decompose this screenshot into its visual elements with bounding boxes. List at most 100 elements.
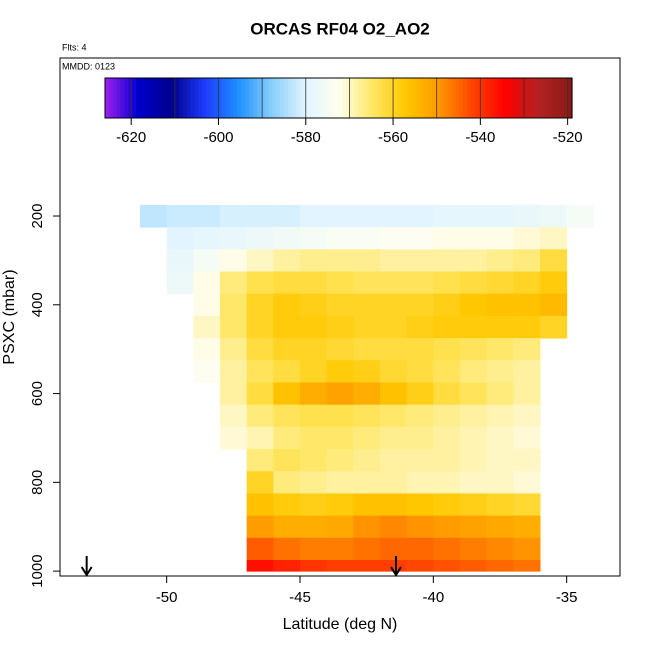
heat-cell	[513, 493, 541, 517]
colorbar-swatch	[548, 78, 554, 118]
colorbar-swatch	[498, 78, 503, 118]
heat-cell	[433, 537, 461, 561]
colorbar-swatch	[252, 78, 258, 118]
heat-cell	[220, 382, 248, 406]
colorbar-swatch	[319, 78, 324, 118]
heat-cell	[433, 249, 461, 273]
heat-cell	[513, 249, 541, 273]
colorbar-swatch	[431, 78, 437, 118]
heat-cell	[513, 271, 541, 295]
colorbar-swatch	[494, 78, 499, 118]
heat-cell	[300, 449, 328, 472]
heat-cell	[246, 360, 274, 383]
heat-cell	[460, 515, 488, 539]
heat-cell	[326, 471, 354, 494]
colorbar-swatch	[237, 78, 242, 118]
heat-cell	[460, 560, 488, 572]
colorbar-swatch	[217, 78, 223, 118]
heat-cell	[326, 404, 354, 428]
heat-cell	[460, 537, 488, 561]
colorbar-swatch	[486, 78, 491, 118]
heat-cell	[300, 560, 328, 572]
heat-cell	[193, 227, 221, 250]
colorbar-swatch	[361, 78, 367, 118]
heat-cell	[513, 338, 541, 361]
heat-cell	[460, 293, 488, 317]
heat-cell	[353, 338, 381, 361]
heat-cell	[326, 449, 354, 472]
heat-cell	[486, 315, 514, 339]
heat-cell	[460, 227, 488, 250]
colorbar-swatch	[533, 78, 538, 118]
heat-cell	[220, 204, 248, 228]
colorbar-swatch	[311, 78, 316, 118]
colorbar-swatch	[357, 78, 363, 118]
heat-cell	[273, 493, 301, 517]
heat-cell	[406, 449, 434, 472]
heat-cell	[380, 560, 408, 572]
colorbar-swatch	[377, 78, 382, 118]
colorbar-frame	[104, 77, 573, 119]
heat-cell	[326, 271, 354, 295]
colorbar-swatch	[529, 78, 534, 118]
heat-cell	[433, 360, 461, 383]
colorbar-swatch	[272, 78, 277, 118]
heat-cell	[460, 271, 488, 295]
heat-cell	[486, 293, 514, 317]
heat-cell	[220, 249, 248, 273]
heat-cell	[273, 293, 301, 317]
colorbar-swatch	[241, 78, 246, 118]
colorbar-swatch	[256, 78, 262, 118]
heat-cell	[246, 560, 274, 572]
heat-cell	[220, 338, 248, 361]
heat-cell	[406, 338, 434, 361]
y-tick-label: 800	[29, 470, 46, 495]
heat-cell	[406, 493, 434, 517]
heat-cell	[326, 360, 354, 383]
heat-cell	[486, 426, 514, 450]
x-tick-label: -45	[289, 589, 311, 606]
colorbar-swatch	[120, 78, 126, 118]
heat-cell	[300, 382, 328, 406]
colorbar-swatch	[143, 78, 149, 118]
colorbar-swatch	[540, 78, 546, 118]
colorbar-swatch	[470, 78, 476, 118]
heat-cell	[433, 293, 461, 317]
heat-cell	[326, 249, 354, 273]
heat-cell	[460, 315, 488, 339]
colorbar-swatch	[108, 78, 114, 118]
heat-cell	[273, 404, 301, 428]
heat-cell	[193, 204, 221, 228]
heat-cell	[406, 271, 434, 295]
y-tick-label: 600	[29, 381, 46, 406]
heat-cell	[326, 338, 354, 361]
heat-cell	[326, 315, 354, 339]
heat-cell	[513, 560, 541, 572]
colorbar-swatch	[147, 78, 153, 118]
colorbar-swatch	[517, 78, 523, 118]
heat-cell	[353, 426, 381, 450]
colorbar-swatch	[490, 78, 495, 118]
heat-cell	[540, 293, 568, 317]
heat-cell	[300, 271, 328, 295]
colorbar-swatch	[124, 78, 129, 118]
heat-cell	[273, 204, 301, 228]
colorbar-swatch	[568, 78, 573, 118]
colorbar-swatch	[544, 78, 550, 118]
colorbar-swatch	[455, 78, 460, 118]
colorbar-swatch	[373, 78, 379, 118]
heat-cell	[220, 404, 248, 428]
colorbar-swatch	[295, 78, 301, 118]
heat-cell	[300, 537, 328, 561]
heat-cell	[486, 271, 514, 295]
colorbar-swatch	[276, 78, 281, 118]
heat-cell	[380, 271, 408, 295]
heat-cell	[273, 227, 301, 250]
colorbar-swatch	[443, 78, 449, 118]
heat-cell	[193, 338, 221, 361]
arrow-head	[390, 566, 402, 577]
colorbar-swatch	[202, 78, 207, 118]
heat-cell	[433, 315, 461, 339]
colorbar-swatch	[501, 78, 507, 118]
heat-cell	[193, 271, 221, 295]
